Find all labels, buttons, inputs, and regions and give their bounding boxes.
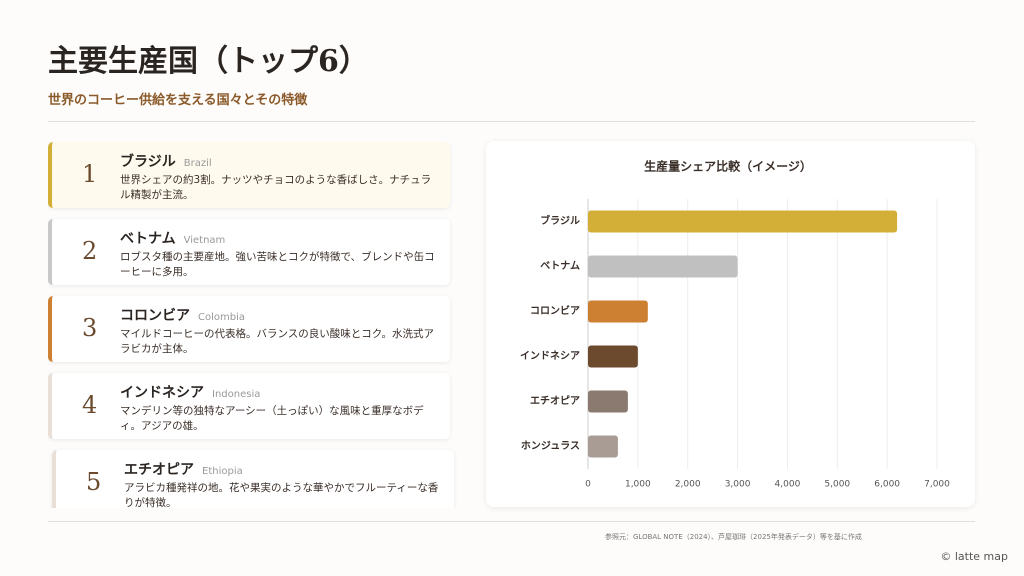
country-card: 2 ベトナム Vietnam ロブスタ種の主要産地。強い苦味とコクが特徴で、ブレンドや… [48, 219, 450, 285]
country-card: 1 ブラジル Brazil 世界シェアの約3割。ナッツやチョコのような香ばしさ。ナチュ… [48, 142, 450, 208]
x-tick-label: 7,000 [924, 480, 950, 490]
country-name: ブラジル Brazil [120, 154, 212, 170]
bar [588, 435, 618, 458]
y-tick-label: インドネシア [520, 350, 580, 362]
country-name: インドネシア Indonesia [120, 385, 261, 401]
y-tick-label: ベトナム [540, 260, 580, 272]
y-tick-label: ホンジュラス [521, 440, 580, 452]
rank: 1 [82, 160, 98, 188]
rank: 3 [82, 314, 98, 342]
english-name: Indonesia [212, 389, 261, 400]
country-card: 5 エチオピア Ethiopia アラビカ種発祥の地。花や果実のような華やかでフルーテ… [52, 450, 454, 508]
country-card: 3 コロンビア Colombia マイルドコーヒーの代表格。バランスの良い酸味とコク。… [48, 296, 450, 362]
english-name: Vietnam [183, 235, 226, 246]
x-tick-label: 5,000 [824, 480, 850, 490]
x-tick-label: 2,000 [675, 480, 701, 490]
x-tick-label: 4,000 [775, 480, 801, 490]
country-name: コロンビア Colombia [120, 308, 245, 324]
english-name: Colombia [198, 312, 245, 323]
country-name: ベトナム Vietnam [120, 231, 226, 247]
x-tick-label: 3,000 [725, 480, 751, 490]
bar [588, 210, 898, 233]
bar [588, 390, 628, 413]
chart-panel: 生産量シェア比較（イメージ） 0 1,000 2,000 3,000 4,000 5,000… [486, 141, 975, 507]
country-card: 4 インドネシア Indonesia マンデリン等の独特なアーシー（土っぽい）な風味と… [48, 373, 450, 439]
description: ロブスタ種の主要産地。強い苦味とコクが特徴で、ブレンドや缶コーヒーに多用。 [120, 251, 435, 278]
bar [588, 345, 638, 368]
subtitle: 世界のコーヒー供給を支える国々とその特徴 [48, 93, 308, 108]
description: 世界シェアの約3割。ナッツやチョコのような香ばしさ。ナチュラル精製が主流。 [120, 174, 432, 201]
y-tick-label: ブラジル [540, 214, 580, 227]
logo: © latte map [940, 550, 1008, 563]
english-name: Ethiopia [202, 466, 243, 477]
source: 参照元：GLOBAL NOTE（2024）、芦屋珈琲（2025年発表データ）等を… [605, 533, 862, 541]
country-name: エチオピア Ethiopia [124, 462, 243, 478]
chart-title: 生産量シェア比較（イメージ） [644, 159, 812, 174]
description: マンデリン等の独特なアーシー（土っぽい）な風味と重厚なボディ。アジアの雄。 [120, 405, 424, 432]
rank: 2 [82, 237, 98, 265]
x-tick-label: 6,000 [874, 480, 900, 490]
description: マイルドコーヒーの代表格。バランスの良い酸味とコク。水洗式アラビカが主体。 [120, 328, 434, 355]
y-tick-label: エチオピア [530, 395, 580, 407]
card-list: 1 ブラジル Brazil 世界シェアの約3割。ナッツやチョコのような香ばしさ。ナチュ… [48, 142, 468, 508]
bar [588, 255, 738, 278]
x-tick-label: 1,000 [625, 480, 651, 490]
title: 主要生産国（トップ6） [48, 44, 369, 79]
rank: 4 [82, 391, 98, 419]
rank: 5 [86, 468, 102, 496]
divider [48, 121, 975, 122]
y-tick-label: コロンビア [530, 304, 580, 317]
divider [48, 521, 975, 522]
english-name: Brazil [183, 158, 212, 169]
chart: 生産量シェア比較（イメージ） 0 1,000 2,000 3,000 4,000 5,000… [520, 159, 950, 490]
description: アラビカ種発祥の地。花や果実のような華やかでフルーティーな香りが特徴。 [124, 482, 439, 508]
x-tick-label: 0 [585, 480, 591, 490]
bar [588, 300, 648, 323]
